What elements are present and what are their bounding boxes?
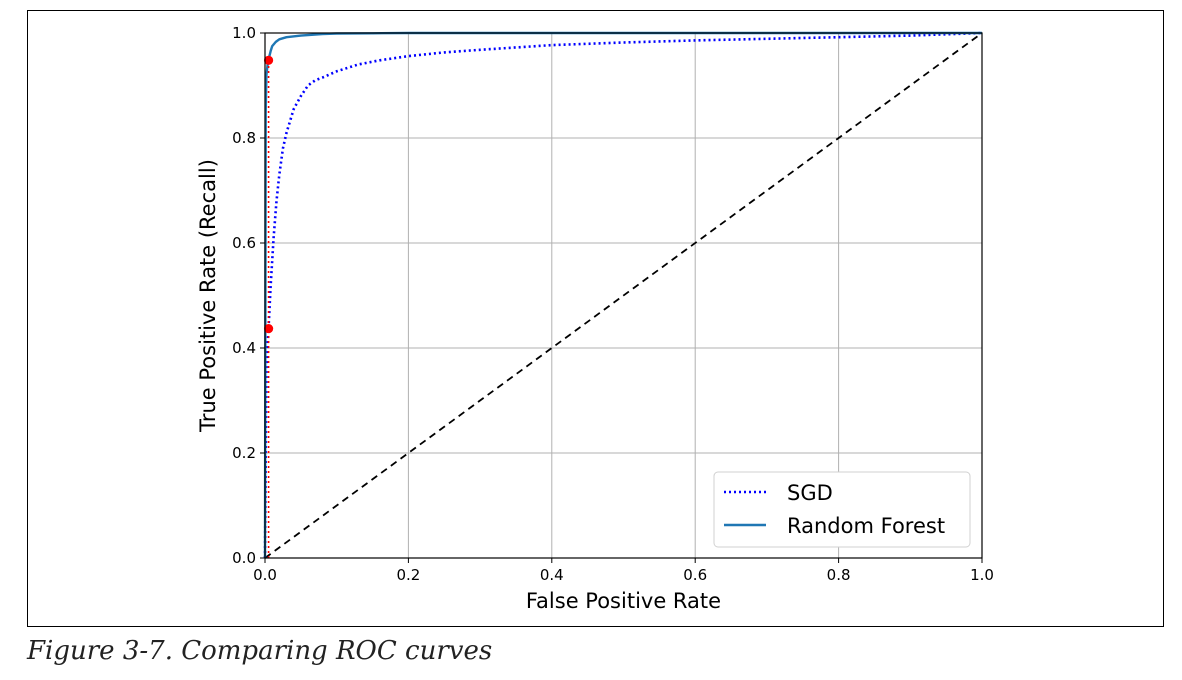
y-axis-label: True Positive Rate (Recall) [196, 159, 220, 433]
x-tick-label: 0.6 [683, 566, 707, 584]
y-tick-label: 0.2 [232, 444, 256, 462]
x-tick-label: 0.2 [396, 566, 420, 584]
y-tick-label: 0.6 [232, 234, 256, 252]
figure-frame: 0.0 0.2 0.4 0.6 0.8 1.0 0.0 0.2 0.4 0.6 0.8 1.0 Fal… [27, 10, 1164, 627]
tick-layer: 0.0 0.2 0.4 0.6 0.8 1.0 0.0 0.2 0.4 0.6 0.8 1.0 [232, 24, 994, 584]
roc-chart: 0.0 0.2 0.4 0.6 0.8 1.0 0.0 0.2 0.4 0.6 0.8 1.0 Fal… [196, 24, 994, 613]
plot-border [264, 32, 983, 559]
legend: SGD Random Forest [713, 471, 971, 548]
y-tick-label: 0.0 [232, 549, 256, 567]
y-tick-label: 1.0 [232, 24, 256, 42]
y-tick-label: 0.4 [232, 339, 256, 357]
chance-diagonal-line [264, 32, 983, 559]
x-tick-label: 0.0 [253, 566, 277, 584]
figure-caption: Figure 3-7. Comparing ROC curves [27, 636, 493, 666]
x-axis-label: False Positive Rate [526, 589, 721, 613]
grid-layer [265, 33, 982, 558]
x-tick-label: 1.0 [970, 566, 994, 584]
legend-label-sgd: SGD [787, 481, 833, 505]
threshold-marker [263, 323, 274, 334]
threshold-marker [263, 55, 274, 65]
legend-label-random-forest: Random Forest [787, 514, 945, 538]
x-tick-label: 0.4 [540, 566, 564, 584]
sgd-line [263, 31, 983, 559]
y-tick-label: 0.8 [232, 129, 256, 147]
x-tick-label: 0.8 [827, 566, 851, 584]
legend-box [713, 471, 971, 548]
